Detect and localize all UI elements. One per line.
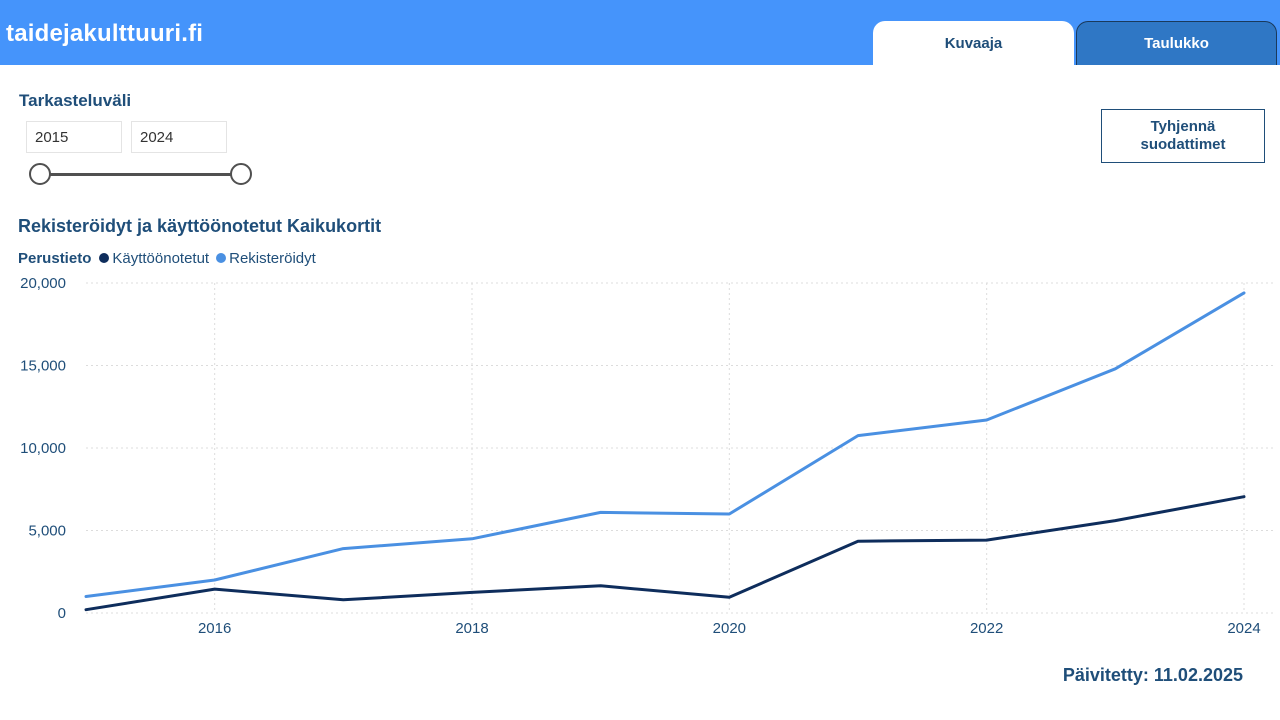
legend: Perustieto Käyttöönotetut Rekisteröidyt xyxy=(18,249,323,267)
legend-label: Käyttöönotetut xyxy=(112,249,210,267)
start-year-input[interactable] xyxy=(26,121,122,153)
x-tick-label: 2024 xyxy=(1227,620,1260,637)
legend-dot-icon xyxy=(99,253,110,263)
y-tick-label: 15,000 xyxy=(20,358,66,375)
range-slider-track[interactable] xyxy=(40,173,242,176)
legend-title: Perustieto xyxy=(18,249,92,267)
y-tick-label: 20,000 xyxy=(20,275,66,292)
tab-taulukko[interactable]: Taulukko xyxy=(1076,21,1277,65)
range-slider-start-handle[interactable] xyxy=(29,163,51,185)
line-chart: 0 5,000 10,000 15,000 20,000 2016 2018 2020 2022… xyxy=(20,275,1274,637)
tab-kuvaaja[interactable]: Kuvaaja xyxy=(873,21,1074,65)
x-tick-label: 2018 xyxy=(455,620,488,637)
range-label: Tarkasteluväli xyxy=(19,91,132,110)
site-name[interactable]: taidejakulttuuri.fi xyxy=(6,20,204,47)
legend-item-rekisteroidyt[interactable]: Rekisteröidyt xyxy=(216,250,316,267)
legend-label: Rekisteröidyt xyxy=(229,249,316,267)
range-slider-end-handle[interactable] xyxy=(230,163,252,185)
updated-date: Päivitetty: 11.02.2025 xyxy=(1062,665,1243,685)
header-bar: taidejakulttuuri.fi Kuvaaja Taulukko xyxy=(0,0,1280,65)
clear-filters-button[interactable]: Tyhjennä suodattimet xyxy=(1101,109,1265,163)
chart-title: Rekisteröidyt ja käyttöönotetut Kaikukor… xyxy=(18,216,382,236)
x-tick-label: 2020 xyxy=(713,620,746,637)
legend-item-kayttoonotetut[interactable]: Käyttöönotetut xyxy=(99,250,209,267)
y-tick-label: 5,000 xyxy=(28,523,66,540)
x-tick-label: 2016 xyxy=(198,620,231,637)
y-tick-label: 0 xyxy=(58,605,66,622)
legend-dot-icon xyxy=(216,253,227,263)
series-line-kayttoonotetut[interactable] xyxy=(84,495,1246,612)
end-year-input[interactable] xyxy=(131,121,227,153)
y-tick-label: 10,000 xyxy=(20,440,66,457)
series-line-rekisteroidyt[interactable] xyxy=(84,291,1246,598)
x-tick-label: 2022 xyxy=(970,620,1003,637)
